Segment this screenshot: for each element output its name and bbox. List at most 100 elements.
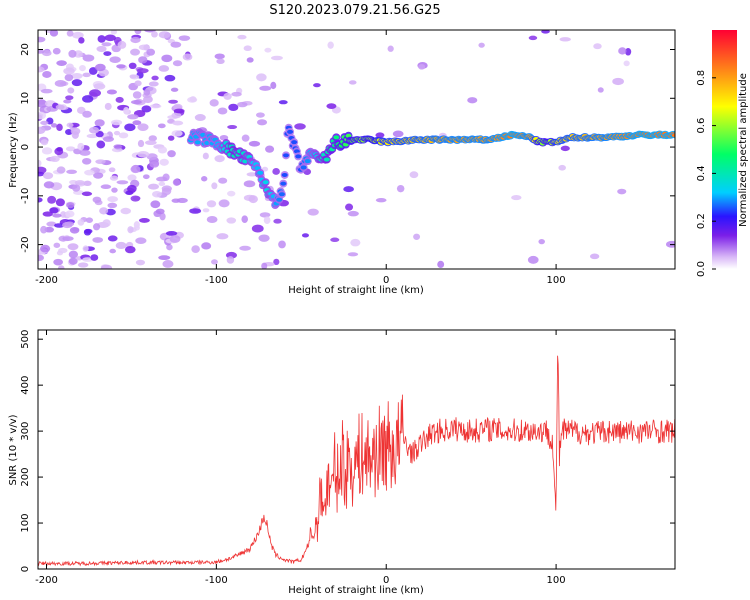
spectrogram-noise-cell: [49, 30, 59, 37]
spectrogram-noise-cell: [60, 211, 67, 218]
spectrogram-noise-cell: [128, 62, 137, 70]
spectrogram-noise-cell: [202, 152, 209, 160]
spectrogram-noise-cell: [172, 60, 183, 67]
spectrogram-noise-cell: [64, 221, 75, 227]
spectrogram-noise-cell: [115, 241, 127, 249]
spectrogram-noise-cell: [77, 142, 85, 151]
snr-frame: [37, 329, 676, 570]
spectrogram-noise-cell: [77, 219, 85, 226]
spectrogram-noise-cell: [259, 212, 271, 218]
spectrogram-noise-cell: [216, 58, 225, 64]
snr-data-point: [411, 453, 412, 454]
spectrogram-noise-cell: [375, 132, 385, 138]
spectrogram-noise-cell: [116, 180, 129, 185]
spectrogram-noise-cell: [326, 103, 337, 110]
spectrogram-noise-cell: [71, 79, 83, 87]
spectrogram-noise-cell: [43, 181, 55, 189]
spectrogram-noise-cell: [116, 64, 126, 69]
spectrogram-noise-cell: [86, 133, 98, 139]
snr-data-point: [338, 486, 339, 487]
snr-data-point: [454, 428, 455, 429]
spectrogram-noise-cell: [158, 181, 166, 187]
snr-data-point: [561, 431, 562, 432]
spectrogram-noise-cell: [47, 195, 57, 204]
spectrogram-noise-cell: [40, 225, 48, 234]
spectrogram-noise-cell: [132, 120, 142, 126]
snr-data-point: [301, 559, 302, 560]
spectrogram-noise-cell: [149, 161, 160, 168]
spectrogram-noise-cell: [162, 260, 174, 268]
snr-data-point: [369, 458, 370, 459]
spectrogram-noise-cell: [161, 54, 173, 63]
spectrogram-noise-cell: [85, 217, 94, 223]
spectrogram-noise-cell: [189, 208, 202, 214]
spectrogram-ridge-cell: [283, 153, 290, 158]
spectrogram-noise-cell: [134, 80, 142, 87]
spectrogram-noise-cell: [100, 184, 112, 190]
snr-data-point: [80, 563, 81, 564]
spectrogram-ridge-cell: [194, 140, 201, 145]
snr-data-point: [328, 476, 329, 477]
snr-data-point: [341, 449, 342, 450]
spectrogram-noise-cell: [159, 212, 166, 221]
spectrogram-noise-cell: [527, 255, 539, 264]
spectrogram-noise-cell: [120, 207, 132, 215]
spectrogram-noise-cell: [216, 233, 229, 240]
spectrogram-noise-cell: [330, 237, 340, 243]
spectrogram-noise-cell: [90, 254, 99, 261]
y-tick-label: 0: [20, 566, 31, 572]
spectrogram-noise-cell: [172, 120, 184, 126]
spectrogram-noise-cell: [42, 172, 54, 180]
snr-data-point: [318, 518, 319, 519]
y-tick-label: 10: [20, 92, 31, 105]
spectrogram-noise-cell: [589, 253, 600, 260]
spectrogram-noise-cell: [201, 242, 212, 250]
colorbar-tick-label: 0.0: [696, 261, 707, 277]
spectrogram-ridge-cell: [323, 157, 330, 162]
spectrogram-noise-cell: [159, 158, 169, 166]
spectrogram-noise-cell: [167, 150, 176, 158]
snr-data-point: [522, 430, 523, 431]
spectrogram-noise-cell: [93, 83, 106, 90]
spectrogram-noise-cell: [409, 171, 419, 179]
spectrogram-noise-cell: [56, 123, 63, 132]
spectrogram-noise-cell: [255, 112, 265, 118]
spectrogram-noise-cell: [272, 167, 280, 175]
spectrogram-noise-cell: [92, 196, 102, 203]
spectrogram-noise-cell: [107, 202, 118, 209]
snr-data-point: [324, 509, 325, 510]
spectrogram-ridge-cell: [262, 180, 269, 185]
spectrogram-noise-cell: [241, 134, 250, 142]
spectrogram-noise-cell: [89, 89, 101, 97]
snr-y-ticks: 0 100 200 300 400 500: [20, 330, 675, 572]
spectrogram-noise-cell: [271, 55, 283, 61]
spectrogram-noise-cell: [226, 256, 235, 264]
colorbar-label: Normalized spectral amplitude: [738, 73, 749, 227]
spectrogram-noise-cell: [171, 112, 182, 119]
spectrogram-noise-cell: [54, 223, 65, 228]
spectrogram-noise-cell: [218, 199, 230, 208]
snr-data-point: [564, 431, 565, 432]
spectrogram-noise-cell: [560, 145, 570, 152]
spectrogram-noise-cell: [67, 243, 79, 251]
spectrogram-noise-cell: [158, 31, 171, 39]
spectrogram-noise-cell: [157, 123, 166, 129]
spectrogram-noise-cell: [151, 75, 159, 81]
spectrogram-noise-cell: [278, 240, 286, 249]
spectrogram-noise-cell: [66, 30, 74, 37]
spectrogram-noise-cell: [278, 100, 288, 105]
spectrogram-noise-cell: [88, 67, 98, 75]
spectrogram-noise-cell: [248, 195, 258, 204]
snr-data-point: [552, 440, 553, 441]
spectrogram-noise-cell: [150, 200, 161, 209]
snr-data-point: [539, 431, 540, 432]
spectrogram-noise-cell: [92, 237, 104, 243]
spectrogram-noise-cell: [343, 186, 354, 193]
spectrogram-noise-cell: [78, 37, 85, 44]
spectrogram-ridge-cell: [276, 197, 283, 202]
spectrogram-noise-cell: [165, 231, 178, 236]
snr-data-point: [292, 562, 293, 563]
spectrogram-noise-cell: [127, 184, 137, 193]
spectrogram-noise-cell: [104, 34, 117, 42]
